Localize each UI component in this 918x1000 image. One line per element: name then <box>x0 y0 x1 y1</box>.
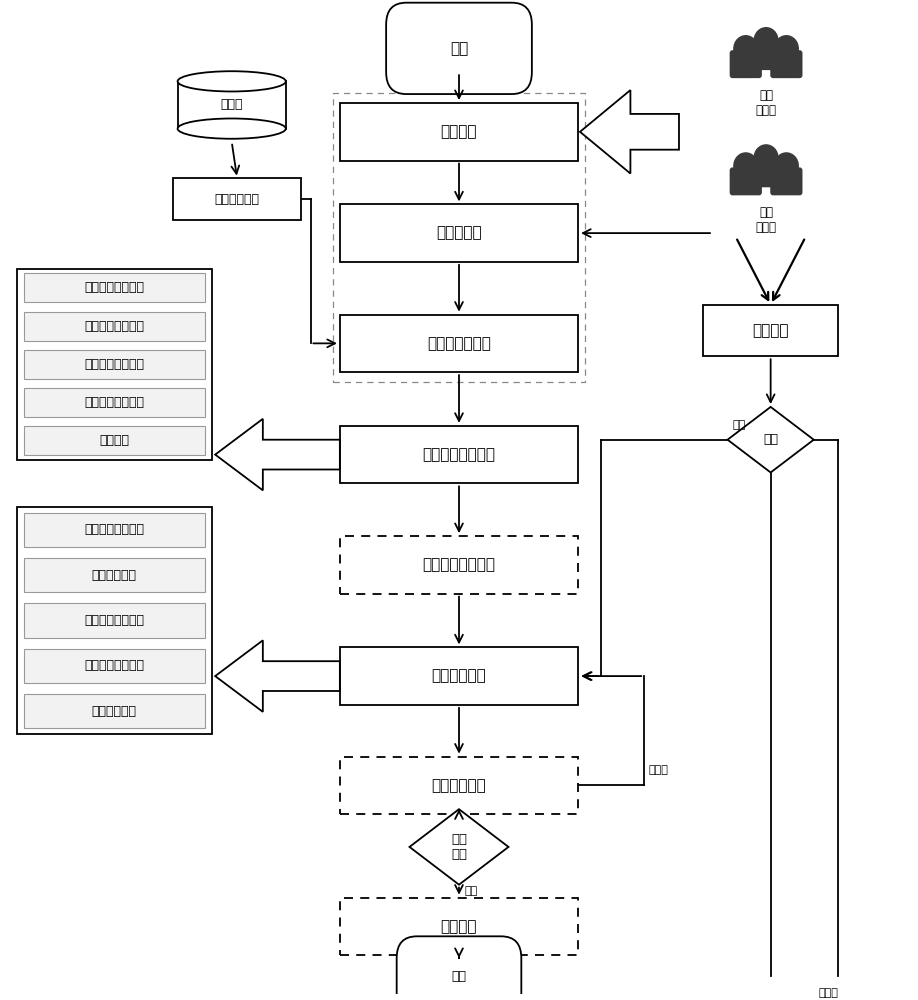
FancyArrow shape <box>215 419 340 490</box>
Text: 设置脱敏算法: 设置脱敏算法 <box>92 569 137 582</box>
FancyBboxPatch shape <box>770 167 802 195</box>
Text: 开始: 开始 <box>450 41 468 56</box>
FancyBboxPatch shape <box>730 50 762 78</box>
FancyBboxPatch shape <box>340 898 578 955</box>
Circle shape <box>775 153 799 179</box>
Text: 地址信息精确识别: 地址信息精确识别 <box>84 396 144 409</box>
Polygon shape <box>728 407 813 472</box>
Text: 关键词库: 关键词库 <box>99 434 129 447</box>
FancyBboxPatch shape <box>770 50 802 78</box>
Text: 词典、停用词: 词典、停用词 <box>215 193 260 206</box>
Text: 数据预处理: 数据预处理 <box>436 226 482 241</box>
Ellipse shape <box>177 71 285 91</box>
FancyArrow shape <box>580 90 679 174</box>
Text: 构造敏感关键词库: 构造敏感关键词库 <box>84 281 144 294</box>
FancyBboxPatch shape <box>386 3 532 94</box>
FancyBboxPatch shape <box>340 426 578 483</box>
Text: 申请审批: 申请审批 <box>753 323 789 338</box>
Polygon shape <box>409 809 509 885</box>
Text: 分词、词性标注: 分词、词性标注 <box>427 336 491 351</box>
Text: 数据
提供者: 数据 提供者 <box>756 89 777 117</box>
FancyArrow shape <box>215 640 340 712</box>
FancyBboxPatch shape <box>340 204 578 262</box>
Circle shape <box>733 153 757 179</box>
FancyBboxPatch shape <box>24 513 205 547</box>
Text: 命名实体脱敏处理: 命名实体脱敏处理 <box>84 614 144 627</box>
FancyBboxPatch shape <box>24 558 205 592</box>
FancyBboxPatch shape <box>17 507 211 734</box>
Text: 不通过: 不通过 <box>819 988 838 998</box>
Circle shape <box>775 36 799 61</box>
Text: 敏感信息自动发现: 敏感信息自动发现 <box>422 447 496 462</box>
FancyBboxPatch shape <box>397 936 521 1000</box>
Bar <box>177 81 285 129</box>
Text: 通过: 通过 <box>763 433 778 446</box>
FancyBboxPatch shape <box>750 42 782 70</box>
FancyBboxPatch shape <box>24 649 205 683</box>
FancyBboxPatch shape <box>340 647 578 705</box>
FancyBboxPatch shape <box>703 305 838 356</box>
FancyBboxPatch shape <box>730 167 762 195</box>
Text: 敏感深度计算: 敏感深度计算 <box>431 778 487 793</box>
Text: 结束: 结束 <box>452 970 466 983</box>
Text: 数据
申请者: 数据 申请者 <box>756 206 777 234</box>
Text: 受控输出: 受控输出 <box>441 919 477 934</box>
Text: 不符合: 不符合 <box>649 765 668 775</box>
Circle shape <box>755 145 778 171</box>
FancyBboxPatch shape <box>750 159 782 187</box>
FancyBboxPatch shape <box>24 426 205 455</box>
Text: 敏感属性关联分析: 敏感属性关联分析 <box>422 557 496 572</box>
Circle shape <box>733 36 757 61</box>
Text: 号码数值信息识别: 号码数值信息识别 <box>84 320 144 333</box>
FancyBboxPatch shape <box>17 269 211 460</box>
Text: 敏感属性生成规则: 敏感属性生成规则 <box>84 523 144 536</box>
Text: 通过: 通过 <box>733 420 745 430</box>
Text: 创建脱敏任务: 创建脱敏任务 <box>92 705 137 718</box>
Text: 地址信息脱敏处理: 地址信息脱敏处理 <box>84 659 144 672</box>
FancyBboxPatch shape <box>24 273 205 302</box>
Text: 命名实体自动识别: 命名实体自动识别 <box>84 358 144 371</box>
Text: 符合: 符合 <box>465 886 477 896</box>
FancyBboxPatch shape <box>340 103 578 161</box>
Circle shape <box>755 28 778 53</box>
FancyBboxPatch shape <box>24 388 205 417</box>
FancyBboxPatch shape <box>24 350 205 379</box>
FancyBboxPatch shape <box>24 603 205 638</box>
Text: 语料库: 语料库 <box>220 98 243 111</box>
Ellipse shape <box>177 118 285 139</box>
FancyBboxPatch shape <box>340 315 578 372</box>
FancyBboxPatch shape <box>340 757 578 814</box>
FancyBboxPatch shape <box>24 694 205 728</box>
Text: 数据输入: 数据输入 <box>441 124 477 139</box>
FancyBboxPatch shape <box>173 178 301 220</box>
Text: 符合
要求: 符合 要求 <box>451 833 467 861</box>
FancyBboxPatch shape <box>340 536 578 594</box>
Text: 敏感信息处理: 敏感信息处理 <box>431 669 487 684</box>
FancyBboxPatch shape <box>24 312 205 341</box>
